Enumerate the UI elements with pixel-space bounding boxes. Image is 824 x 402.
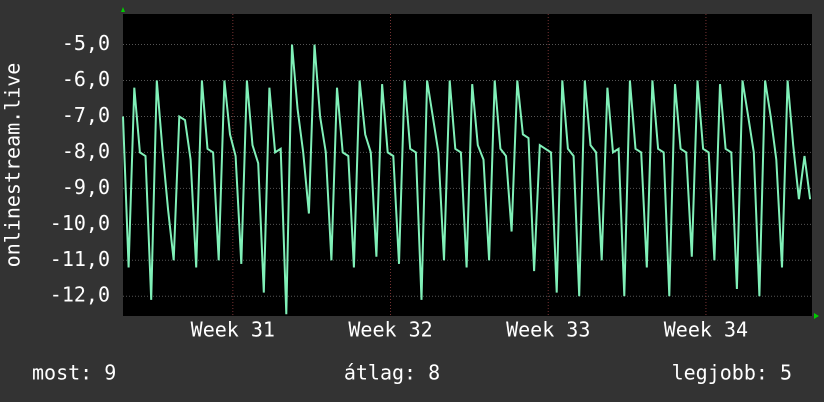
- y-tick-label: -7,0: [62, 103, 110, 127]
- footer-stat: most: 9: [32, 361, 116, 385]
- x-tick-label: Week 34: [664, 318, 748, 342]
- y-tick-label: -5,0: [62, 31, 110, 55]
- footer-stat: legjobb: 5: [672, 361, 792, 385]
- axis-arrow: [121, 7, 125, 12]
- x-tick-label: Week 33: [506, 318, 590, 342]
- y-tick-label: -10,0: [50, 211, 110, 235]
- axis-arrow: [814, 313, 819, 319]
- footer-stat: átlag: 8: [344, 361, 440, 385]
- y-tick-label: -9,0: [62, 175, 110, 199]
- data-line: [122, 44, 812, 315]
- y-tick-label: -8,0: [62, 139, 110, 163]
- y-axis-label: onlinestream.live: [1, 63, 25, 268]
- y-tick-label: -6,0: [62, 67, 110, 91]
- x-tick-label: Week 31: [191, 318, 275, 342]
- y-tick-label: -12,0: [50, 283, 110, 307]
- y-tick-label: -11,0: [50, 247, 110, 271]
- x-tick-label: Week 32: [348, 318, 432, 342]
